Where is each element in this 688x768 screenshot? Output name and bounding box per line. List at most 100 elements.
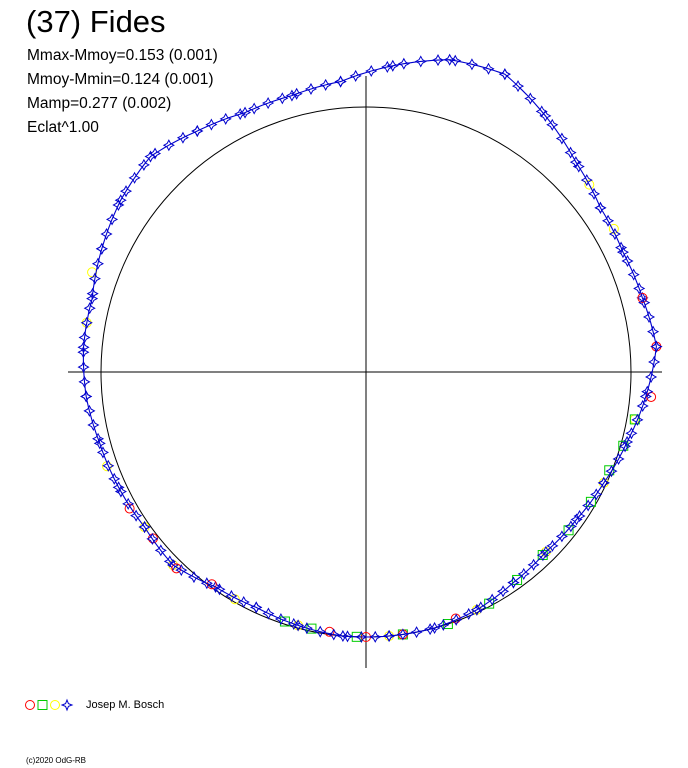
obs-star-224 [163,555,176,568]
legend-observer: Josep M. Bosch [86,699,165,711]
fitted-curve [82,59,657,638]
polar-plot [68,53,663,668]
legend-markers [25,698,74,712]
obs-star-194 [92,432,105,445]
obs-star-350 [631,413,644,426]
obs-star-116 [234,107,247,121]
obs-star-305 [507,576,520,589]
plot-axes [68,76,662,668]
obs-star-284 [424,623,437,636]
obs-star-182 [78,375,91,388]
legend-marker-square-green [37,700,48,710]
obs-star-47 [564,146,577,159]
obs-star-266 [341,630,354,643]
data-point-square-00cc00-4 [442,619,453,630]
obs-star-242 [237,595,250,609]
obs-star-290 [450,613,463,626]
obs-star-245 [250,601,263,614]
obs-star-251 [274,613,287,626]
legend-marker-circle-yellow [50,700,60,710]
obs-star-59 [524,92,537,105]
obs-star-311 [527,558,540,571]
obs-star-110 [262,97,275,110]
data-point-square-00cc00-8 [563,525,574,536]
obs-star-338 [605,465,618,478]
obs-star-176 [77,346,90,359]
obs-star-353 [636,399,649,413]
obs-star-122 [205,118,218,131]
obs-star-326 [573,509,586,523]
obs-star-56 [535,105,548,118]
obs-star-119 [219,112,232,125]
obs-star-263 [327,628,340,641]
obs-star-227 [175,564,188,577]
data-point-star-0000cc-8 [386,59,399,72]
obs-star-143 [119,185,133,198]
obs-star-212 [130,509,143,522]
obs-star-107 [276,92,289,105]
obs-star-104 [290,87,303,100]
obs-star-206 [114,485,127,498]
obs-star-92 [349,69,362,82]
obs-star-62 [511,80,525,93]
obs-star-164 [86,287,99,300]
obs-star-17 [633,282,646,295]
data-point-circle-ff0000-0 [646,391,657,402]
data-point-circle-ff0000-6 [206,579,217,590]
obs-star-302 [497,585,510,598]
obs-star-35 [594,201,607,214]
data-point-star-0000cc-16 [86,292,99,305]
obs-star-146 [112,198,125,212]
obs-star-239 [225,589,238,603]
legend-marker-star-blue [60,698,74,712]
stat-mmax-mmoy: Mmax-Mmoy=0.153 (0.001) [27,47,218,64]
obs-star-11 [642,310,656,324]
obs-star-155 [95,242,108,255]
obs-star-173 [78,331,91,344]
obs-star-128 [176,131,189,144]
obs-star-236 [213,583,226,596]
chart-title: (37) Fides [26,4,166,39]
obs-star-113 [248,102,261,115]
obs-star-296 [474,601,487,614]
stat-mamp: Mamp=0.277 (0.002) [27,95,172,112]
obs-star-320 [555,530,568,543]
obs-star-53 [546,118,559,131]
obs-star-278 [396,628,409,641]
obs-star-341 [612,452,625,466]
obs-star-203 [108,472,121,485]
obs-star-332 [590,488,603,501]
obs-star-281 [410,626,423,639]
obs-star-230 [187,570,201,584]
obs-star-293 [462,607,475,621]
obs-star-101 [304,82,318,96]
data-point-square-00cc00-0 [279,616,290,627]
data-point-star-0000cc-35 [639,390,652,403]
obs-star-137 [137,158,150,171]
data-point-square-00cc00-12 [629,414,640,425]
obs-star-125 [191,124,204,138]
data-point-circle-ff0000-2 [637,292,648,303]
obs-star-14 [638,296,651,309]
obs-star-269 [355,630,368,644]
obs-star-26 [615,241,628,254]
obs-star-140 [128,171,141,184]
obs-star-149 [105,213,119,226]
obs-star-209 [122,497,135,510]
obs-star-191 [87,418,100,432]
copyright: (c)2020 OdG-RB [26,756,87,765]
obs-star-152 [100,227,113,241]
obs-star-248 [262,607,275,620]
obs-star-275 [383,629,396,643]
obs-star-359 [645,370,658,384]
data-point-star-0000cc-32 [570,513,583,526]
obs-star-98 [319,78,332,91]
obs-star-161 [88,272,101,285]
obs-star-38 [587,187,601,200]
obs-star-71 [465,58,479,71]
obs-star-317 [546,539,559,552]
obs-star-323 [564,520,577,533]
obs-star-32 [601,214,615,227]
obs-star-68 [482,62,495,75]
obs-star-257 [300,622,313,635]
